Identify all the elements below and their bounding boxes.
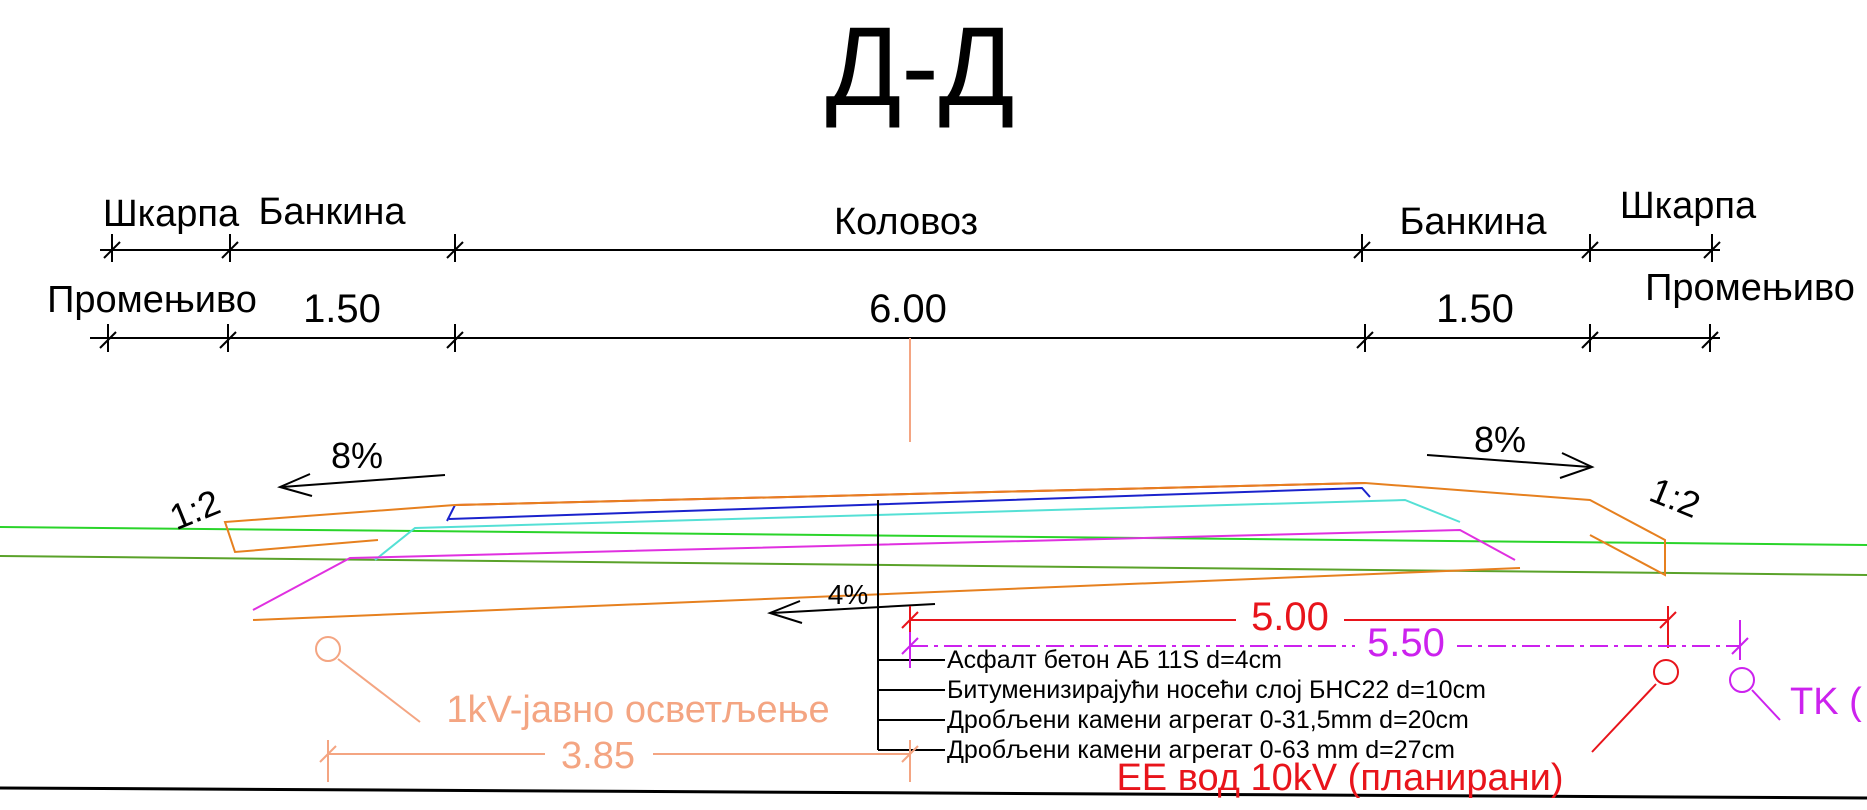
telecom-offset-mask bbox=[1355, 622, 1457, 660]
label-shkarpa-left: Шкарпа bbox=[103, 193, 240, 235]
slope-arrow-right bbox=[1426, 452, 1595, 479]
telecom-label: TK ( bbox=[1790, 681, 1862, 723]
lighting-label: 1kV-јавно осветљење bbox=[446, 689, 829, 731]
dimension-ticks-top bbox=[103, 234, 1721, 262]
asphalt-edge-left bbox=[446, 504, 456, 522]
layer-3: Дробљени камени агрегат 0-31,5mm d=20cm bbox=[947, 706, 1469, 734]
dimension-ticks-bottom bbox=[99, 324, 1719, 352]
label-bankina-left: Банкина bbox=[258, 191, 406, 233]
lighting-offset-mask bbox=[545, 736, 653, 774]
power-cable-icon bbox=[1653, 659, 1679, 685]
asphalt-base-line bbox=[448, 486, 1371, 520]
layer-4: Дробљени камени агрегат 0-63 mm d=27cm bbox=[947, 736, 1455, 764]
label-shkarpa-right: Шкарпа bbox=[1620, 185, 1757, 227]
value-kolovoz: 6.00 bbox=[869, 287, 947, 331]
value-bankina-left: 1.50 bbox=[303, 287, 381, 331]
layer-leader bbox=[877, 500, 945, 751]
section-title: Д-Д bbox=[826, 4, 1015, 129]
slope-road-left: 8% bbox=[331, 435, 383, 476]
embankment-bottom-line bbox=[252, 567, 1521, 621]
slope-ground: 4% bbox=[828, 579, 868, 610]
lighting-offset: 3.85 bbox=[561, 735, 635, 777]
dimension-row-labels bbox=[100, 234, 1721, 262]
power-offset-mask bbox=[1236, 597, 1344, 635]
lighting-cable-icon bbox=[315, 636, 341, 662]
dimension-row-values bbox=[90, 324, 1720, 352]
telecom-cable-icon bbox=[1729, 667, 1755, 693]
terrain-line-olive bbox=[0, 555, 1867, 576]
ground-line bbox=[0, 786, 1867, 800]
value-bankina-right: 1.50 bbox=[1436, 287, 1514, 331]
value-shkarpa-right: Промењиво bbox=[1645, 267, 1855, 309]
telecom-utility bbox=[901, 620, 1781, 721]
label-kolovoz: Коловоз bbox=[834, 201, 978, 243]
embankment-outline bbox=[223, 481, 1666, 577]
power-label: ЕЕ вод 10kV (планирани) bbox=[1116, 757, 1563, 799]
terrain-line-green bbox=[0, 526, 1867, 546]
slope-arrow-left bbox=[277, 473, 446, 497]
subbase-line bbox=[374, 498, 1461, 561]
layer-1: Асфалт бетон АБ 11S d=4cm bbox=[947, 646, 1282, 674]
slope-arrow-ground bbox=[767, 600, 936, 624]
power-offset: 5.00 bbox=[1251, 595, 1329, 639]
slope-embankment-right: 1:2 bbox=[1644, 469, 1706, 526]
label-bankina-right: Банкина bbox=[1399, 201, 1547, 243]
slope-road-right: 8% bbox=[1474, 419, 1526, 460]
layer-2: Битуменизирајући носећи слој БНС22 d=10c… bbox=[947, 676, 1486, 704]
base-bottom-line bbox=[252, 528, 1516, 611]
value-shkarpa-left: Промењиво bbox=[47, 279, 257, 321]
telecom-offset: 5.50 bbox=[1367, 621, 1445, 665]
